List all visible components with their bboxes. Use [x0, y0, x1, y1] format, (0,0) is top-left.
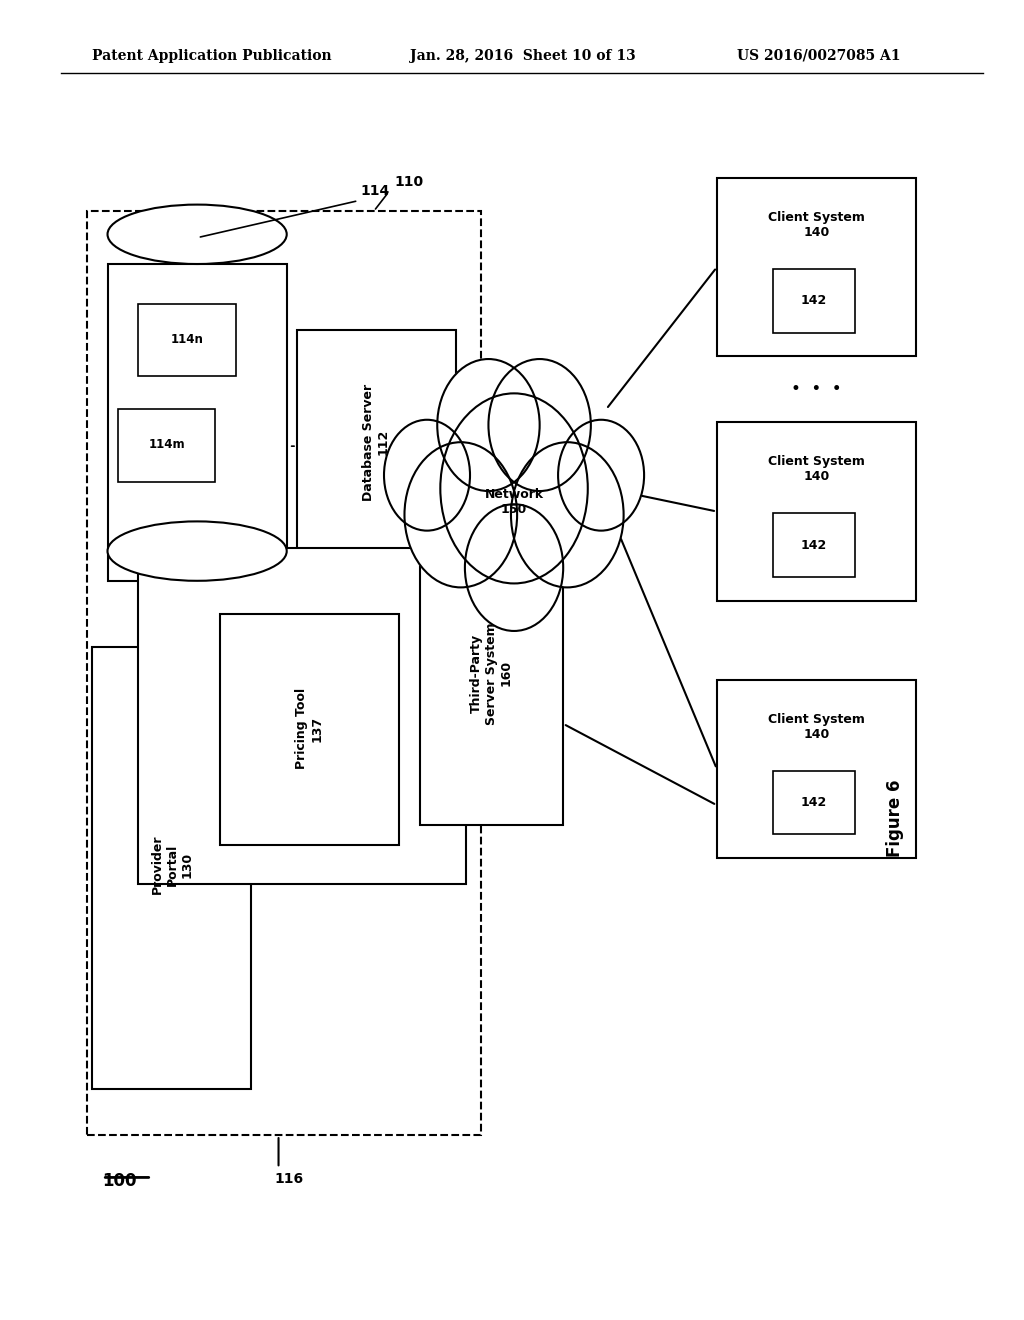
- FancyBboxPatch shape: [87, 211, 481, 1135]
- Text: Patent Application Publication: Patent Application Publication: [92, 49, 332, 63]
- Text: •  •  •: • • •: [792, 380, 842, 399]
- FancyBboxPatch shape: [717, 178, 916, 356]
- FancyBboxPatch shape: [138, 304, 236, 376]
- FancyBboxPatch shape: [717, 680, 916, 858]
- Circle shape: [384, 420, 470, 531]
- Text: Client System
140: Client System 140: [768, 455, 865, 483]
- Ellipse shape: [108, 205, 287, 264]
- Text: 114m: 114m: [148, 438, 185, 451]
- Text: 116: 116: [274, 1172, 303, 1187]
- Text: 100: 100: [102, 1172, 137, 1191]
- FancyBboxPatch shape: [773, 269, 855, 333]
- Text: 142: 142: [801, 294, 827, 308]
- FancyBboxPatch shape: [773, 771, 855, 834]
- FancyBboxPatch shape: [118, 409, 215, 482]
- FancyBboxPatch shape: [420, 521, 563, 825]
- FancyBboxPatch shape: [773, 513, 855, 577]
- Circle shape: [558, 420, 644, 531]
- Text: Network
150: Network 150: [484, 487, 544, 516]
- Text: 114n: 114n: [171, 333, 204, 346]
- Text: 142: 142: [801, 796, 827, 809]
- Ellipse shape: [108, 521, 287, 581]
- Circle shape: [440, 393, 588, 583]
- FancyBboxPatch shape: [297, 330, 456, 561]
- Text: 110: 110: [394, 174, 423, 189]
- Text: Jan. 28, 2016  Sheet 10 of 13: Jan. 28, 2016 Sheet 10 of 13: [410, 49, 635, 63]
- Text: Provider
Portal
130: Provider Portal 130: [151, 834, 194, 895]
- Text: Database Server
112: Database Server 112: [361, 384, 390, 500]
- FancyBboxPatch shape: [92, 647, 251, 1089]
- Circle shape: [404, 442, 517, 587]
- Text: Client System
140: Client System 140: [768, 211, 865, 239]
- Circle shape: [465, 504, 563, 631]
- Text: 142: 142: [801, 539, 827, 552]
- Text: Procedure Management
133: Procedure Management 133: [288, 628, 316, 797]
- Text: US 2016/0027085 A1: US 2016/0027085 A1: [737, 49, 901, 63]
- FancyBboxPatch shape: [108, 264, 287, 581]
- Circle shape: [437, 359, 540, 491]
- Text: Third-Party
Server System
160: Third-Party Server System 160: [470, 622, 513, 725]
- FancyBboxPatch shape: [717, 422, 916, 601]
- Text: Pricing Tool
137: Pricing Tool 137: [295, 688, 324, 770]
- Text: 114: 114: [360, 183, 390, 198]
- Circle shape: [488, 359, 591, 491]
- Text: Client System
140: Client System 140: [768, 713, 865, 741]
- FancyBboxPatch shape: [138, 548, 466, 884]
- FancyBboxPatch shape: [220, 614, 399, 845]
- Circle shape: [511, 442, 624, 587]
- Text: Figure 6: Figure 6: [886, 780, 904, 857]
